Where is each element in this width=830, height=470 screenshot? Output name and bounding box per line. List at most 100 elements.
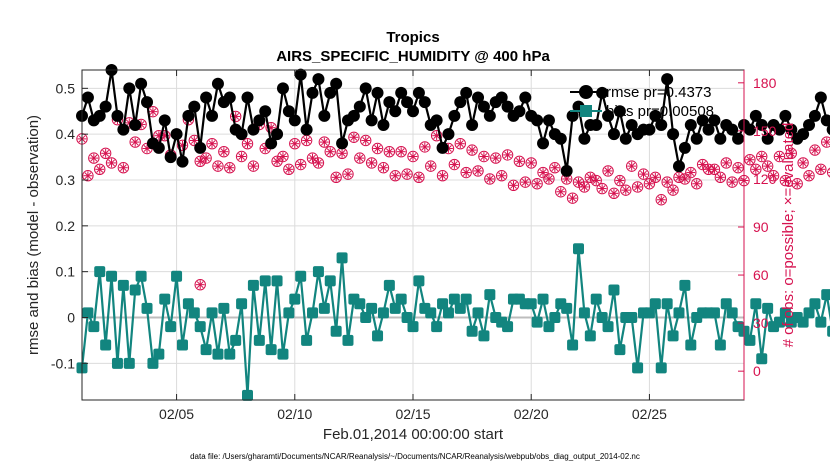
obs-possible-marker [401,168,413,180]
obs-possible-marker [761,160,774,172]
obs-evaluated-stroke [515,157,523,165]
obs-evaluated-marker [503,150,512,160]
obs-evaluated-marker [650,172,660,182]
obs-possible-marker [484,173,496,185]
obs-evaluated-stroke [374,145,381,152]
obs-evaluated-stroke [746,156,754,164]
obs-evaluated-stroke [368,159,376,167]
obs-evaluated-stroke [563,175,571,183]
obs-evaluated-marker [674,172,684,182]
bias-point [708,307,720,319]
obs-possible-marker [365,157,378,169]
bias-point [673,307,685,319]
obs-possible-marker [235,150,248,163]
bias-point [726,307,738,319]
rmse-point [442,128,455,141]
obs-evaluated-marker [379,163,388,173]
bias-point [117,279,129,291]
rmse-point [241,91,254,104]
obs-possible-marker [99,147,112,160]
rmse-point [667,128,680,141]
obs-evaluated-stroke [131,138,139,146]
bias-point [537,293,549,305]
obs-evaluated-stroke [693,180,701,188]
rmse-point [684,119,697,131]
rmse-point [371,86,384,99]
obs-evaluated-stroke [610,189,618,197]
bias-point [253,334,265,346]
rmse-point [560,164,573,177]
bias-point [312,266,324,278]
rmse-point [282,105,295,118]
rmse-point [537,137,550,150]
obs-possible-marker [826,167,830,178]
obs-evaluated-stroke [102,149,110,157]
bias-point [153,348,165,360]
obs-possible-marker [354,152,366,164]
bias-point [283,307,295,319]
bias-point [372,330,384,342]
bias-point [218,302,230,314]
obs-evaluated-marker [751,164,761,174]
bias-point [466,325,478,337]
bias-point [242,389,253,401]
obs-evaluated-stroke [214,162,222,170]
obs-evaluated-marker [692,179,702,189]
obs-possible-marker [732,162,744,174]
obs-evaluated-stroke [291,140,299,148]
bias-point [259,275,271,287]
bias-point [188,307,200,319]
obs-evaluated-stroke [687,169,695,176]
x-tick-label: 02/25 [632,406,667,422]
rmse-point [306,86,319,99]
obs-possible-marker [679,173,691,185]
bias-point [549,312,561,323]
bias-point [106,270,118,282]
obs-possible-marker [767,170,780,182]
obs-evaluated-stroke [569,194,577,202]
bias-point [366,302,378,314]
bias-point [679,279,691,291]
rmse-point [377,119,390,131]
rmse-point [407,105,419,118]
obs-evaluated-stroke [108,159,115,167]
obs-evaluated-marker [449,160,459,169]
obs-possible-marker [247,160,260,172]
obs-possible-marker [200,152,212,164]
bias-point [614,344,626,356]
rmse-point [111,109,124,122]
rmse-point [460,86,473,99]
rmse-point [401,96,414,109]
obs-evaluated-marker [107,158,116,168]
obs-evaluated-marker [302,136,312,145]
obs-evaluated-marker [491,153,501,163]
obs-possible-marker [797,157,809,169]
obs-evaluated-stroke [675,173,683,181]
rmse-point [678,141,691,154]
obs-possible-marker [419,141,431,153]
bias-point [437,298,449,310]
obs-evaluated-marker [479,152,489,161]
y-right-axis-label: # of obs: o=possible; ×=evaluated [780,123,797,348]
obs-possible-marker [620,184,632,196]
chart-title: Tropics [386,29,439,46]
obs-evaluated-marker [361,136,371,145]
rmse-point [495,91,508,104]
obs-possible-marker [383,145,396,158]
bias-point [649,298,661,310]
obs-evaluated-marker [763,161,773,171]
obs-evaluated-stroke [356,154,364,162]
bias-point [756,353,768,365]
obs-evaluated-marker [733,163,743,173]
obs-evaluated-stroke [787,149,795,157]
bias-point [460,293,472,305]
obs-evaluated-stroke [628,162,636,170]
obs-evaluated-marker [319,137,329,147]
obs-evaluated-marker [698,160,708,169]
obs-evaluated-stroke [421,143,429,151]
x-tick-label: 02/10 [277,406,312,422]
obs-evaluated-stroke [403,170,411,178]
obs-evaluated-marker [89,153,99,163]
rmse-point [200,91,213,104]
obs-evaluated-stroke [663,178,671,186]
